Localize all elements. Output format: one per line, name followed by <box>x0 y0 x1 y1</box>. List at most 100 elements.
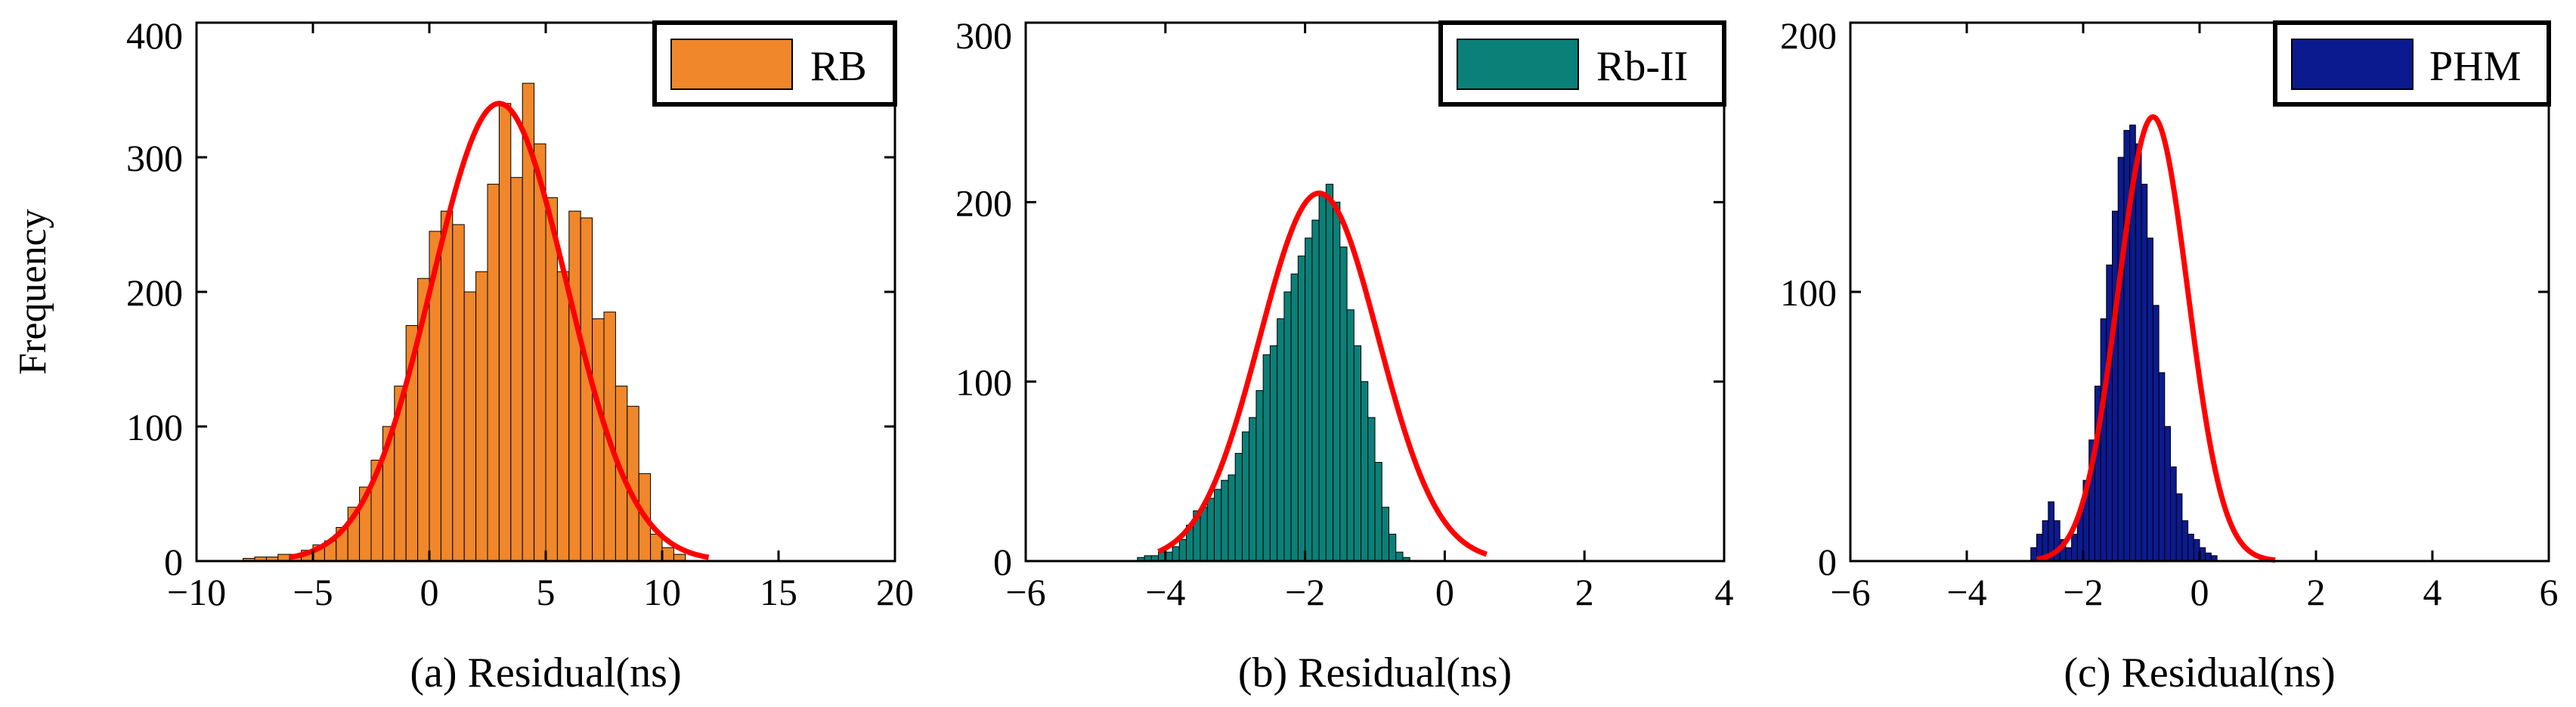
x-tick-label: −4 <box>1946 571 1986 613</box>
histogram-bar <box>2205 552 2212 562</box>
histogram-bar <box>1234 453 1243 562</box>
x-tick-label: 2 <box>1575 571 1594 613</box>
histogram-bar <box>1241 431 1250 562</box>
histogram-bar <box>1333 201 1341 562</box>
histogram-bar <box>568 210 581 562</box>
legend-swatch <box>1457 39 1579 90</box>
histogram-bar <box>1277 318 1285 562</box>
gaussian-fit-curve <box>2036 113 2276 563</box>
histogram-bars <box>1137 184 1410 562</box>
y-tick-label: 200 <box>126 271 183 314</box>
histogram-bar <box>463 291 477 562</box>
x-tick-label: 4 <box>1715 571 1734 613</box>
histogram-bar <box>1283 291 1292 562</box>
legend-swatch <box>2291 39 2413 90</box>
gaussian-fit-curve <box>289 101 710 560</box>
histogram-bar <box>2100 318 2107 562</box>
histogram-bar <box>1311 219 1320 562</box>
histogram-bar <box>2181 520 2189 562</box>
histogram-bar <box>2147 237 2153 562</box>
histogram-bar <box>1200 507 1208 562</box>
histogram-bar <box>487 184 500 562</box>
x-tick-label: −10 <box>167 571 226 613</box>
histogram-bars <box>243 82 686 562</box>
histogram-bar <box>1290 273 1299 562</box>
histogram-bar <box>1361 381 1369 562</box>
x-tick-label: −4 <box>1145 571 1185 613</box>
histogram-bar <box>661 547 674 562</box>
histogram-bar <box>2175 493 2183 562</box>
histogram-bar <box>1228 474 1236 562</box>
histogram-bar <box>1374 461 1382 562</box>
histogram-bar <box>452 224 465 562</box>
histogram-bar <box>1353 345 1362 562</box>
histogram-bar <box>1381 507 1389 562</box>
histogram-bar <box>2135 143 2142 562</box>
histogram-bar <box>1339 247 1348 562</box>
legend: RB <box>652 20 897 107</box>
histogram-bar <box>1395 551 1404 562</box>
histogram-bar <box>510 177 523 562</box>
legend-box <box>1438 20 1726 107</box>
histogram-bar <box>2030 547 2037 562</box>
x-tick-label: 15 <box>760 571 797 613</box>
histogram-bar <box>2158 372 2166 562</box>
histogram-bar <box>1367 417 1376 562</box>
histogram-bar <box>545 197 558 562</box>
histogram-bar <box>2141 184 2148 562</box>
y-tick-label: 100 <box>955 361 1012 404</box>
legend: PHM <box>2273 20 2551 107</box>
histogram-bar <box>1318 192 1327 562</box>
histogram-bar <box>2112 210 2119 562</box>
legend: Rb-II <box>1438 20 1726 107</box>
x-axis-label: (b) Residual(ns) <box>1238 650 1512 696</box>
histogram-bar <box>2065 547 2073 562</box>
x-tick-label: 5 <box>537 571 556 613</box>
x-tick-label: −6 <box>1830 571 1870 613</box>
histogram-bar <box>534 143 546 562</box>
y-tick-label: 100 <box>1780 271 1837 314</box>
histogram-bar <box>2117 157 2125 562</box>
histogram-bar <box>1178 539 1187 562</box>
x-tick-label: −2 <box>2063 571 2103 613</box>
y-tick-label: 0 <box>1818 541 1837 583</box>
x-tick-label: 0 <box>420 571 439 613</box>
y-tick-label: 100 <box>126 406 183 448</box>
histogram-bar <box>1325 184 1334 562</box>
histogram-bar <box>1213 488 1222 562</box>
x-axis-label: (c) Residual(ns) <box>2064 650 2335 696</box>
histogram-bar <box>1221 479 1229 562</box>
histogram-bar <box>2170 466 2177 562</box>
histogram-bars <box>2030 124 2218 562</box>
gaussian-fit-curve <box>1157 190 1488 557</box>
histogram-bar <box>556 271 570 562</box>
histogram-bar <box>440 210 454 562</box>
y-tick-label: 400 <box>126 14 183 57</box>
x-tick-label: 10 <box>643 571 681 613</box>
panel-c: −6 −4 −2 0 2 4 6 0 100 200 PHM (c) Residual(ns) <box>1780 14 2559 696</box>
histogram-bar <box>1388 533 1397 562</box>
x-tick-label: 0 <box>2191 571 2209 613</box>
histogram-bar <box>1305 237 1313 562</box>
histogram-bar <box>2187 533 2194 562</box>
histogram-bar <box>592 318 605 562</box>
y-tick-label: 300 <box>126 137 183 179</box>
histogram-bar <box>580 217 593 562</box>
histogram-bar <box>1206 498 1215 562</box>
legend-label: PHM <box>2429 43 2521 90</box>
x-tick-label: −2 <box>1285 571 1325 613</box>
x-tick-label: −5 <box>293 571 333 613</box>
tick-labels: −6 −4 −2 0 2 4 6 0 100 200 <box>1780 14 2559 613</box>
panel-b: −6 −4 −2 0 2 4 0 100 200 300 Rb-II (b) Residual(n… <box>955 14 1734 696</box>
x-tick-label: 20 <box>876 571 914 613</box>
x-tick-label: −6 <box>1005 571 1045 613</box>
histogram-bar <box>1262 354 1271 562</box>
histogram-bar <box>1255 390 1264 562</box>
histogram-bar <box>498 103 512 562</box>
histogram-bar <box>1346 309 1355 562</box>
x-axis-label: (a) Residual(ns) <box>410 650 681 696</box>
histogram-bar <box>2164 426 2172 562</box>
legend-label: Rb-II <box>1596 43 1688 90</box>
